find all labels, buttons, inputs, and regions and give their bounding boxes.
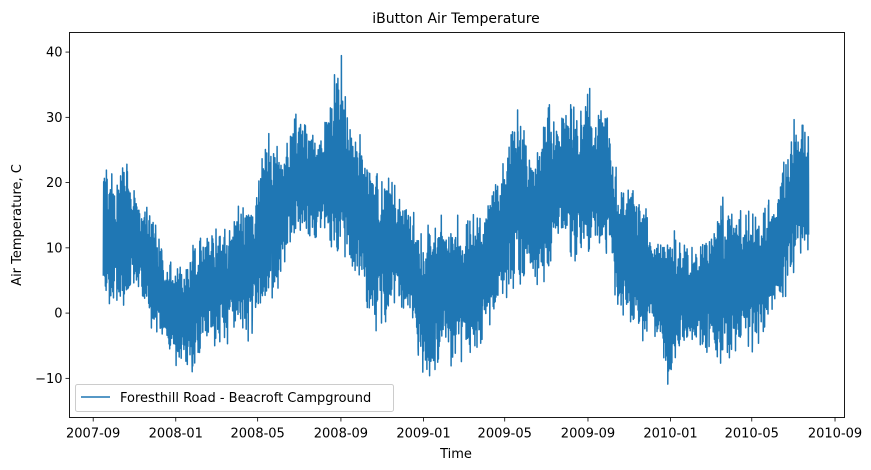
chart-title: iButton Air Temperature [372, 11, 540, 27]
x-axis-label: Time [439, 447, 472, 462]
series-line-foresthill-road [102, 54, 810, 385]
y-tick-label: 30 [46, 111, 63, 126]
x-tick-label: 2010-01 [643, 427, 697, 442]
x-tick-label: 2010-09 [808, 427, 862, 442]
legend-entry: Foresthill Road - Beacroft Campground [120, 391, 371, 406]
plot-area [102, 54, 810, 385]
x-tick-label: 2008-09 [314, 427, 368, 442]
x-tick-label: 2008-01 [149, 427, 203, 442]
y-axis-label: Air Temperature, C [10, 164, 25, 286]
x-tick-label: 2007-09 [66, 427, 120, 442]
x-tick-label: 2009-01 [396, 427, 450, 442]
axes-frame [69, 32, 845, 418]
y-axis: −10 0 10 20 30 40 [35, 46, 70, 387]
legend: Foresthill Road - Beacroft Campground [75, 384, 394, 412]
x-tick-label: 2009-05 [478, 427, 532, 442]
x-tick-label: 2008-05 [231, 427, 285, 442]
y-tick-label: −10 [35, 372, 62, 387]
y-tick-label: 20 [46, 176, 63, 191]
y-tick-label: 40 [46, 46, 63, 61]
x-tick-label: 2009-09 [561, 427, 615, 442]
x-tick-label: 2010-05 [725, 427, 779, 442]
y-tick-label: 0 [54, 307, 62, 322]
y-tick-label: 10 [46, 241, 63, 256]
legend-box [75, 384, 394, 412]
x-axis: 2007-09 2008-01 2008-05 2008-09 2009-01 2009-… [66, 417, 862, 442]
